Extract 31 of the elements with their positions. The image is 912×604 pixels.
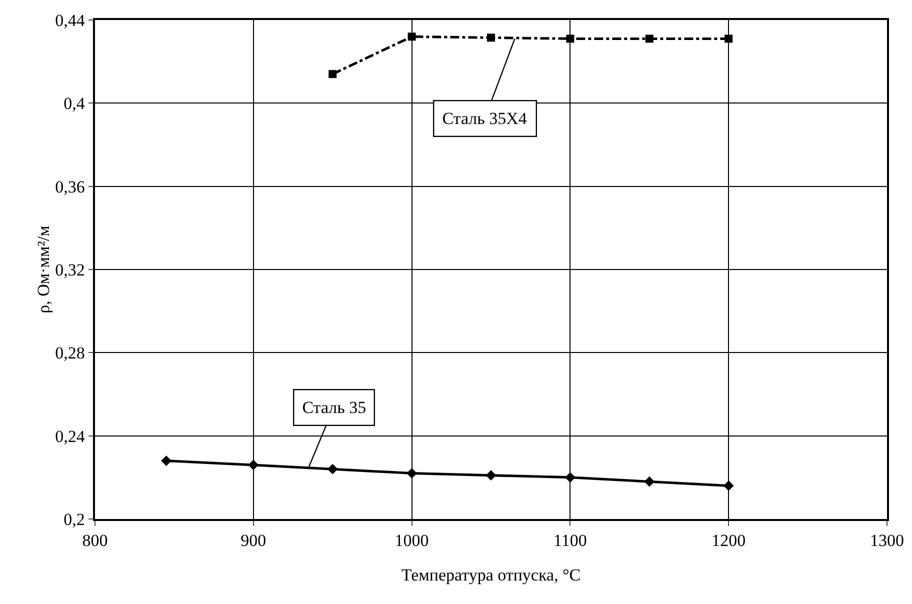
point [161, 456, 172, 466]
point [248, 460, 259, 470]
y-tick-label: 0,2 [64, 510, 85, 529]
point [724, 34, 733, 43]
point [327, 464, 338, 474]
y-axis-title: ρ, Ом·мм²/м [34, 225, 54, 314]
y-tick-label: 0,24 [55, 426, 86, 446]
x-tick-label: 900 [240, 531, 266, 550]
annotation: Сталь 35X4 [442, 109, 528, 128]
point [487, 34, 495, 42]
x-tick-label: 1000 [394, 531, 429, 550]
x-tick-label: 800 [82, 531, 108, 550]
x-tick-label: 1300 [870, 531, 904, 550]
point [565, 472, 576, 483]
point [723, 480, 734, 491]
point [644, 476, 655, 487]
point [645, 34, 654, 43]
x-tick-label: 1200 [712, 531, 746, 550]
point [566, 34, 574, 43]
annotation: Сталь 35 [302, 398, 366, 418]
x-axis-title: Температура отпуска, °C [401, 566, 581, 584]
y-tick-label: 0,44 [55, 10, 86, 30]
y-tick-label: 0,36 [55, 177, 85, 196]
y-tick-label: 0,4 [64, 94, 86, 114]
point [408, 32, 416, 41]
y-tick-label: 0,32 [55, 260, 85, 280]
point [406, 468, 417, 478]
point [328, 70, 337, 78]
x-tick-label: 1100 [554, 531, 587, 550]
y-tick-label: 0,28 [55, 344, 85, 363]
point [486, 470, 496, 481]
